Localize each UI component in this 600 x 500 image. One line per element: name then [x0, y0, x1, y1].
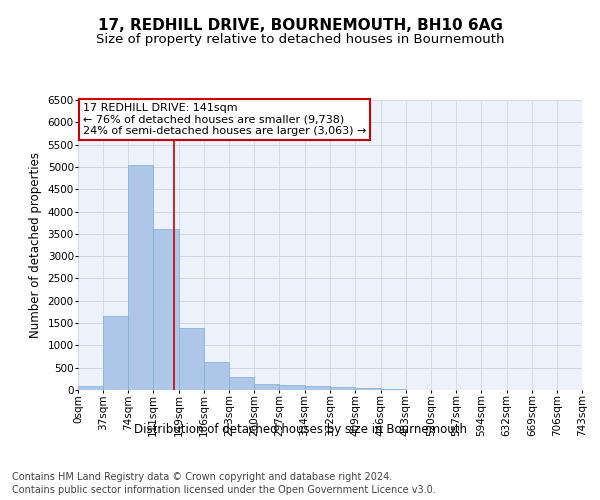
Bar: [229, 377, 254, 390]
Bar: [78, 386, 103, 390]
Bar: [254, 384, 280, 390]
Text: Distribution of detached houses by size in Bournemouth: Distribution of detached houses by size …: [133, 422, 467, 436]
Bar: [179, 328, 204, 390]
Text: Contains public sector information licensed under the Open Government Licence v3: Contains public sector information licen…: [12, 485, 436, 495]
Bar: [280, 385, 305, 390]
Text: Contains HM Land Registry data © Crown copyright and database right 2024.: Contains HM Land Registry data © Crown c…: [12, 472, 392, 482]
Text: Size of property relative to detached houses in Bournemouth: Size of property relative to detached ho…: [96, 32, 504, 46]
Bar: [355, 388, 380, 390]
Text: 17 REDHILL DRIVE: 141sqm
← 76% of detached houses are smaller (9,738)
24% of sem: 17 REDHILL DRIVE: 141sqm ← 76% of detach…: [83, 103, 367, 136]
Text: 17, REDHILL DRIVE, BOURNEMOUTH, BH10 6AG: 17, REDHILL DRIVE, BOURNEMOUTH, BH10 6AG: [98, 18, 502, 32]
Y-axis label: Number of detached properties: Number of detached properties: [29, 152, 42, 338]
Bar: [153, 230, 179, 390]
Bar: [103, 316, 128, 390]
Bar: [305, 386, 331, 390]
Bar: [331, 388, 355, 390]
Bar: [380, 389, 406, 390]
Bar: [128, 164, 153, 390]
Bar: [204, 362, 229, 390]
